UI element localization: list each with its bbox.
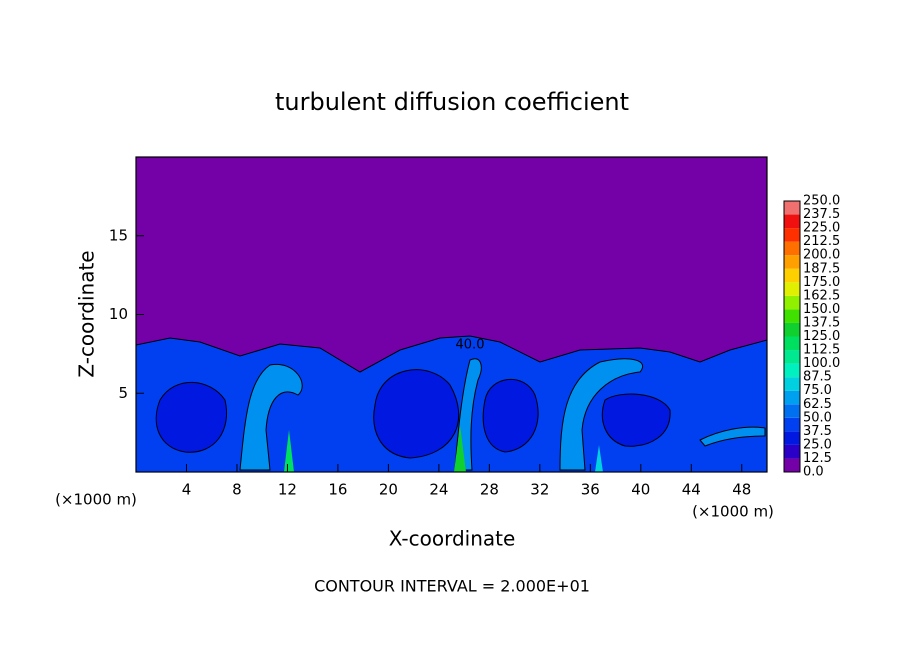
colorbar-label: 62.5 [803,397,832,412]
colorbar-swatch [784,350,800,364]
colorbar-label: 212.5 [803,234,840,249]
field-cell [482,379,539,453]
field-cell [155,381,227,453]
colorbar-label: 0.0 [803,465,824,480]
colorbar-swatch [784,363,800,378]
colorbar-swatch [784,390,800,405]
chart-title: turbulent diffusion coefficient [275,88,629,116]
colorbar-swatch [784,255,800,269]
colorbar-swatch [784,241,800,256]
x-tick-label: 24 [429,481,448,499]
field-cell [601,393,671,447]
colorbar-label: 12.5 [803,451,832,466]
colorbar-label: 200.0 [803,248,840,263]
x-tick-label: 20 [379,481,398,499]
footer-note: CONTOUR INTERVAL = 2.000E+01 [314,577,590,596]
colorbar-swatch [784,309,800,323]
field-peak [284,430,294,472]
colorbar-swatch [784,404,800,418]
x-unit: (×1000 m) [55,491,137,509]
x-unit: (×1000 m) [692,503,774,521]
colorbar-label: 150.0 [803,302,840,317]
field-plume [559,358,643,471]
colorbar-label: 250.0 [803,194,840,209]
field-peak [454,425,466,472]
colorbar-label: 100.0 [803,356,840,371]
colorbar-swatch [784,214,800,229]
colorbar-swatch [784,295,800,310]
colorbar-swatch [784,458,800,472]
colorbar-swatch [784,444,800,459]
y-tick-label: 5 [118,384,128,402]
y-tick-label: 10 [109,305,128,323]
colorbar-swatch [784,268,800,283]
field-plume [699,426,766,447]
colorbar-swatch [784,377,800,391]
x-tick-label: 16 [328,481,347,499]
x-tick-label: 48 [732,481,751,499]
colorbar-label: 87.5 [803,370,832,385]
field-plume [239,363,303,471]
x-tick-label: 8 [232,481,242,499]
field-cell [373,369,460,459]
x-tick-label: 12 [278,481,297,499]
colorbar-frame [783,200,801,473]
colorbar-label: 187.5 [803,261,840,276]
colorbar-label: 162.5 [803,288,840,303]
colorbar-swatch [784,282,800,296]
colorbar-swatch [784,336,800,351]
colorbar-swatch [784,228,800,242]
colorbar-label: 125.0 [803,329,840,344]
contour-label: 40.0 [456,338,485,353]
colorbar-swatch [784,417,800,432]
x-tick-label: 28 [480,481,499,499]
contour-field [135,157,768,473]
colorbar-label: 25.0 [803,437,832,452]
x-tick-label: 32 [530,481,549,499]
colorbar-label: 50.0 [803,410,832,425]
colorbar-swatch [784,431,800,445]
colorbar-label: 225.0 [803,221,840,236]
y-axis-label: Z-coordinate [75,250,99,377]
x-tick-label: 44 [682,481,701,499]
x-axis-label: X-coordinate [389,527,516,551]
x-tick-label: 40 [631,481,650,499]
colorbar-label: 137.5 [803,315,840,330]
colorbar-swatch [784,322,800,337]
colorbar-label: 237.5 [803,207,840,222]
y-tick-label: 15 [109,226,128,244]
colorbar-label: 75.0 [803,383,832,398]
x-tick-label: 36 [581,481,600,499]
colorbar-label: 175.0 [803,275,840,290]
field-peak [595,445,603,472]
colorbar-label: 37.5 [803,424,832,439]
colorbar-swatch [784,201,800,215]
x-tick-label: 4 [182,481,192,499]
colorbar-label: 112.5 [803,343,840,358]
